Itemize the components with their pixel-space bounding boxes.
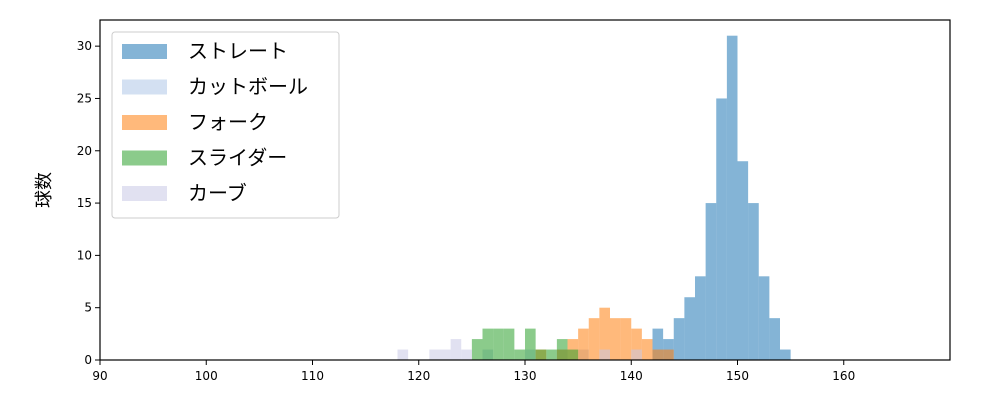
x-tick-label: 100	[195, 369, 218, 383]
bar-series-3-bin-132	[546, 349, 557, 360]
y-tick-label: 30	[77, 39, 92, 53]
bar-series-4-bin-123	[450, 339, 462, 360]
y-tick-label: 0	[84, 353, 92, 367]
bar-series-4-bin-121	[429, 349, 440, 360]
bar-series-0-bin-146	[695, 276, 706, 360]
bar-series-3-bin-127	[493, 328, 504, 360]
bar-series-4-bin-137	[599, 349, 610, 360]
legend-swatch-2	[122, 115, 167, 130]
bar-series-3-bin-128	[503, 328, 515, 360]
legend-label-0: ストレート	[188, 39, 288, 63]
bar-series-2-bin-142	[652, 349, 664, 360]
y-tick-label: 10	[77, 248, 92, 262]
x-tick-label: 90	[92, 369, 107, 383]
legend-swatch-3	[122, 150, 167, 166]
bar-series-2-bin-140	[631, 328, 642, 360]
bar-series-3-bin-131	[535, 349, 547, 360]
y-axis-label: 球数	[34, 172, 55, 208]
bar-series-2-bin-137	[599, 307, 610, 360]
bar-series-0-bin-147	[705, 203, 717, 360]
x-tick-label: 150	[726, 369, 749, 383]
bar-series-3-bin-134	[567, 349, 579, 360]
bar-series-2-bin-136	[588, 318, 600, 360]
bar-series-0-bin-145	[684, 297, 695, 360]
x-tick-label: 160	[832, 369, 855, 383]
bar-series-2-bin-141	[641, 339, 653, 360]
bar-series-0-bin-148	[716, 98, 727, 360]
x-tick-label: 110	[301, 369, 324, 383]
y-tick-label: 20	[77, 144, 92, 158]
bar-series-0-bin-154	[780, 349, 791, 360]
legend-label-2: フォーク	[188, 110, 268, 134]
legend-swatch-1	[122, 79, 167, 95]
legend-label-3: スライダー	[188, 146, 287, 170]
bar-series-3-bin-130	[525, 328, 536, 360]
bar-series-4-bin-140	[631, 349, 642, 360]
bar-series-3-bin-126	[482, 328, 494, 360]
y-tick-label: 15	[77, 196, 92, 210]
bar-series-2-bin-135	[578, 328, 589, 360]
x-tick-label: 130	[514, 369, 537, 383]
x-axis: 90 100 110 120 130 140 150 160	[92, 360, 855, 383]
bar-series-3-bin-133	[556, 339, 568, 360]
bar-series-4-bin-124	[461, 349, 472, 360]
bar-series-2-bin-138	[610, 318, 621, 360]
bar-series-2-bin-139	[620, 318, 632, 360]
bar-series-4-bin-122	[440, 349, 451, 360]
x-tick-label: 120	[407, 369, 430, 383]
bar-series-0-bin-149	[726, 35, 738, 360]
bar-series-3-bin-129	[514, 349, 525, 360]
bar-series-3-bin-125	[471, 339, 483, 360]
histogram-bars	[397, 35, 791, 360]
legend-label-4: カーブ	[188, 181, 247, 205]
legend-box	[111, 31, 340, 219]
legend-swatch-0	[122, 44, 167, 59]
bar-series-0-bin-152	[758, 276, 770, 360]
bar-series-0-bin-151	[748, 203, 759, 360]
bar-series-4-bin-118	[397, 349, 409, 360]
bar-series-2-bin-143	[663, 349, 674, 360]
bar-series-0-bin-150	[737, 161, 749, 360]
y-tick-label: 25	[77, 91, 92, 105]
bar-series-0-bin-153	[769, 318, 780, 360]
bar-series-0-bin-144	[673, 318, 685, 360]
bar-series-0-bin-142	[652, 328, 664, 360]
legend-label-1: カットボール	[188, 75, 308, 99]
x-tick-label: 140	[620, 369, 643, 383]
y-tick-label: 5	[84, 301, 92, 315]
y-axis: 0 5 10 15 20 25 30	[77, 39, 100, 367]
legend-swatch-4	[122, 186, 167, 201]
